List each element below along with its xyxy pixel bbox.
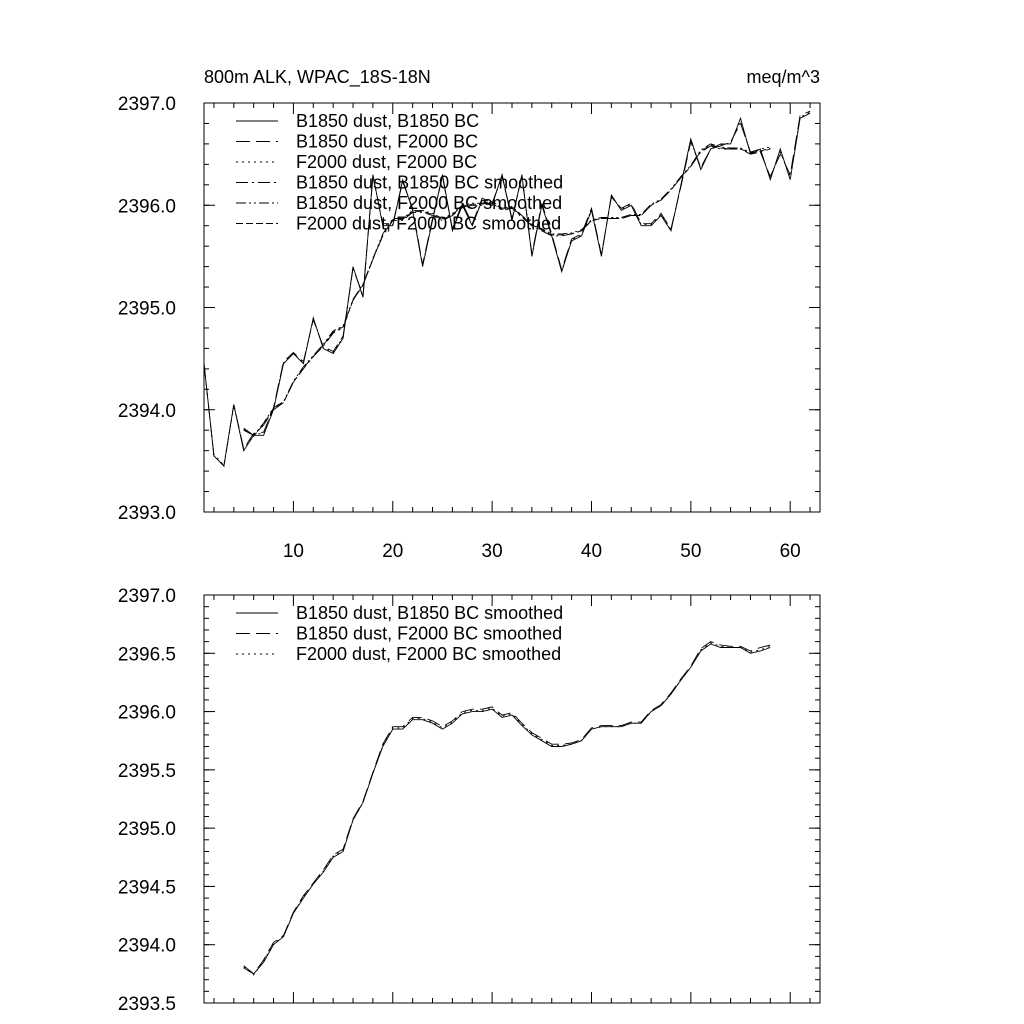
- x-tick-label: 50: [680, 541, 701, 562]
- units-label: meq/m^3: [747, 67, 820, 87]
- series-line-3: [243, 642, 771, 976]
- y-tick-label: 2396.5: [118, 644, 176, 665]
- x-tick-label: 10: [283, 541, 304, 562]
- legend-label: F2000 dust, F2000 BC smoothed: [296, 214, 561, 234]
- y-tick-label: 2394.5: [118, 877, 176, 898]
- legend-label: B1850 dust, F2000 BC smoothed: [296, 193, 562, 213]
- series-line-2: [243, 641, 771, 975]
- series-line-1: [243, 643, 771, 975]
- legend-label: B1850 dust, B1850 BC: [296, 111, 479, 131]
- series-line-3: [203, 111, 811, 466]
- y-tick-label: 2395.0: [118, 819, 176, 840]
- y-tick-label: 2397.0: [118, 586, 176, 607]
- x-tick-label: 60: [780, 541, 801, 562]
- y-tick-label: 2394.0: [118, 936, 176, 957]
- x-tick-label: 20: [382, 541, 403, 562]
- bottom-panel: 2393.5 2394.0 2394.5 2395.0 2395.5 2396.0 2396…: [118, 586, 821, 1015]
- series-line-4: [243, 145, 771, 436]
- legend-label: B1850 dust, F2000 BC smoothed: [296, 624, 562, 644]
- y-tick-label: 2394.0: [118, 401, 176, 422]
- y-tick-label: 2395.0: [118, 299, 176, 320]
- y-tick-label: 2396.0: [118, 703, 176, 724]
- legend-label: B1850 dust, B1850 BC smoothed: [296, 603, 563, 623]
- x-tick-label: 30: [482, 541, 503, 562]
- top-panel: 800m ALK, WPAC_18S-18N meq/m^3 10 20 30 40 5…: [118, 67, 821, 562]
- legend-label: B1850 dust, B1850 BC smoothed: [296, 173, 563, 193]
- legend-label: B1850 dust, F2000 BC: [296, 132, 478, 152]
- y-tick-label: 2393.0: [118, 503, 176, 524]
- x-tick-label: 40: [581, 541, 602, 562]
- y-tick-label: 2393.5: [118, 994, 176, 1015]
- y-tick-label: 2397.0: [118, 94, 176, 115]
- series-line-2: [203, 110, 811, 467]
- series-line-6: [243, 144, 771, 437]
- series-line-5: [243, 143, 771, 436]
- series-line-1: [203, 112, 811, 467]
- y-tick-label: 2395.5: [118, 761, 176, 782]
- y-tick-label: 2396.0: [118, 196, 176, 217]
- legend-label: F2000 dust, F2000 BC smoothed: [296, 644, 561, 664]
- chart-title: 800m ALK, WPAC_18S-18N: [204, 67, 431, 88]
- legend-label: F2000 dust, F2000 BC: [296, 152, 477, 172]
